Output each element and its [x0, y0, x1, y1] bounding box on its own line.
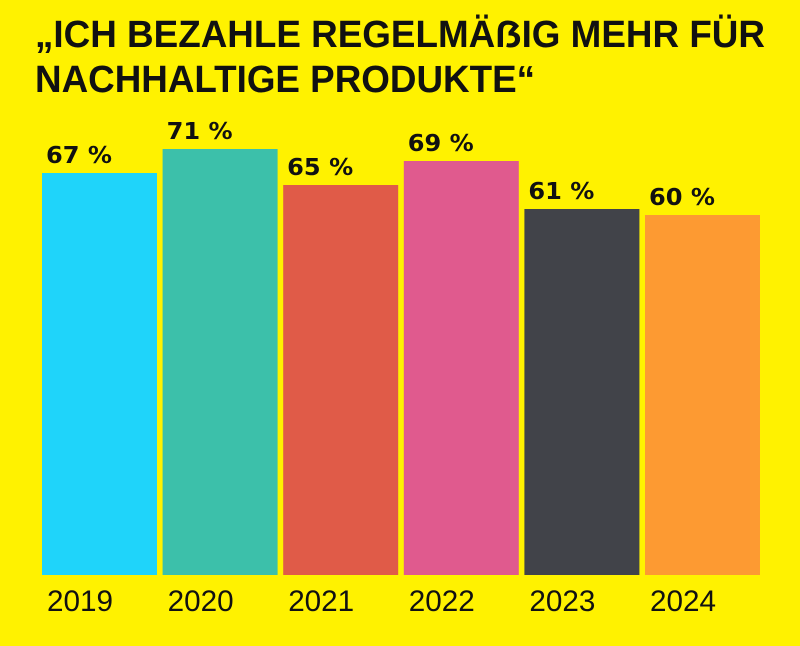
value-label-2024: 60 %	[649, 185, 715, 211]
category-label-2024: 2024	[650, 585, 716, 618]
bar-2022	[403, 161, 519, 575]
value-label-2021: 65 %	[287, 155, 353, 181]
bar-2024	[645, 215, 760, 575]
bar-2021	[283, 185, 399, 575]
value-label-2019: 67 %	[46, 143, 112, 169]
category-label-2022: 2022	[409, 585, 475, 618]
category-label-2021: 2021	[288, 585, 354, 618]
chart-title: „ICH BEZAHLE REGELMÄẞIG MEHR FÜR NACHHAL…	[35, 13, 765, 101]
value-label-2022: 69 %	[408, 131, 474, 157]
chart-title-line1: „ICH BEZAHLE REGELMÄẞIG MEHR FÜR	[35, 13, 765, 56]
bar-2023	[524, 209, 640, 575]
bar-2019	[42, 173, 157, 575]
category-label-2019: 2019	[47, 585, 113, 618]
value-label-2023: 61 %	[528, 179, 594, 205]
chart-title-line2: NACHHALTIGE PRODUKTE“	[35, 59, 535, 101]
value-label-2020: 71 %	[167, 119, 233, 145]
bar-2020	[162, 149, 278, 575]
category-label-2023: 2023	[529, 585, 595, 618]
category-label-2020: 2020	[168, 585, 234, 618]
